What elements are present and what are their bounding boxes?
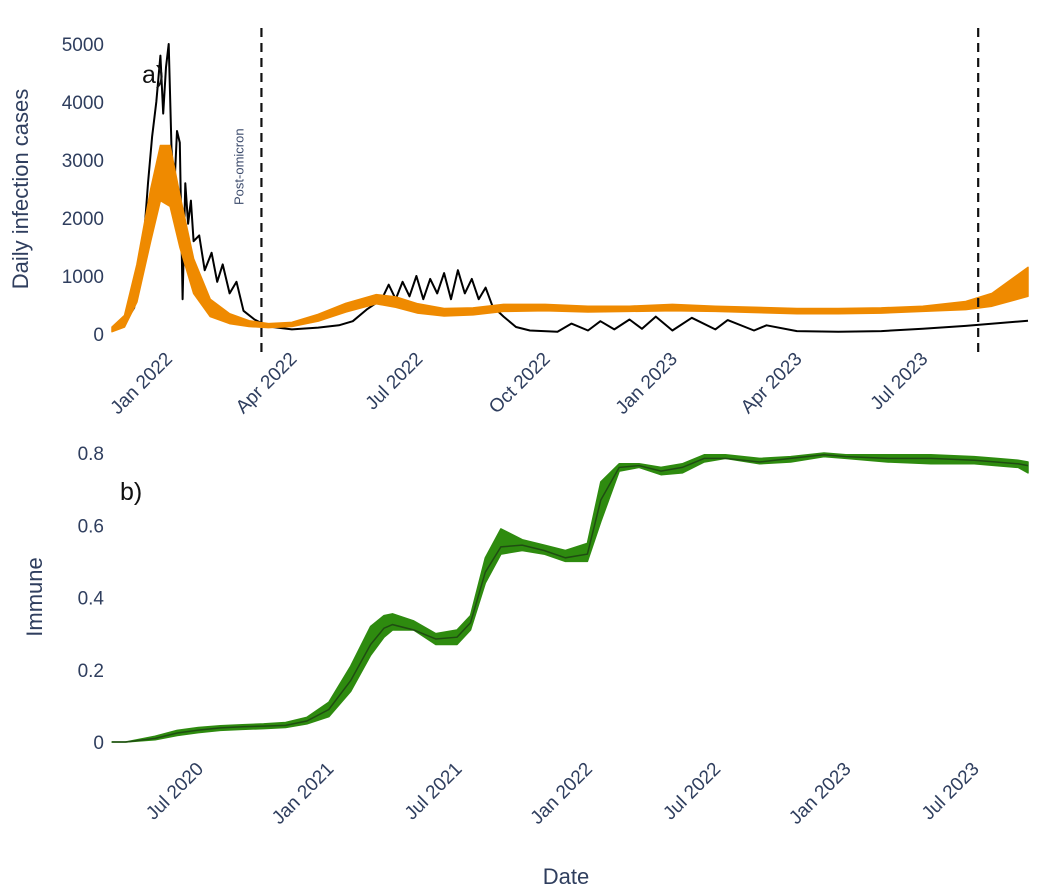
x-tick-label: Jul 2020 — [142, 759, 208, 825]
immune-uncertainty-band — [111, 452, 1029, 743]
y-tick-label: 4000 — [62, 93, 104, 114]
x-tick-label: Jul 2021 — [401, 759, 467, 825]
x-tick-label: Jan 2022 — [107, 349, 177, 419]
panel-label: b) — [120, 478, 142, 506]
x-tick-label: Jan 2023 — [785, 759, 855, 829]
y-tick-label: 3000 — [62, 151, 104, 172]
panel-b-immune-fraction: 0 0.2 0.4 0.6 0.8 Jul 2020 Jan 2021 Jul 2021 Jan… — [22, 444, 1029, 889]
panel-label: a) — [142, 61, 164, 89]
x-axis-title: Date — [543, 864, 589, 889]
x-tick-label: Jan 2023 — [612, 349, 682, 419]
x-tick-label: Apr 2022 — [232, 349, 301, 418]
x-tick-label: Jul 2022 — [362, 349, 428, 415]
y-tick-label: 0.2 — [78, 661, 104, 682]
x-tick-label: Jul 2023 — [918, 759, 984, 825]
x-tick-label: Jul 2022 — [659, 759, 725, 825]
panel-a-infection-cases: 0 1000 2000 3000 4000 5000 Jan 2022 Apr 2022 Jul… — [8, 28, 1029, 419]
y-axis-title: Daily infection cases — [8, 89, 33, 290]
y-axis-title: Immune — [22, 557, 47, 636]
vertical-marker-label: Post-omicron — [231, 128, 246, 205]
y-tick-label: 2000 — [62, 209, 104, 230]
x-tick-label: Oct 2022 — [485, 349, 554, 418]
y-tick-label: 0.4 — [78, 589, 105, 610]
y-tick-label: 1000 — [62, 267, 104, 288]
immune-median-line — [112, 454, 1029, 743]
x-tick-label: Jul 2023 — [867, 349, 933, 415]
y-tick-label: 5000 — [62, 35, 104, 56]
y-tick-label: 0 — [93, 733, 104, 754]
model-fit-band — [111, 144, 1029, 333]
x-tick-label: Jan 2022 — [527, 759, 597, 829]
y-tick-label: 0.8 — [78, 444, 104, 465]
y-tick-label: 0.6 — [78, 516, 104, 537]
x-tick-label: Jan 2021 — [268, 759, 338, 829]
x-tick-label: Apr 2023 — [737, 349, 806, 418]
observed-cases-line — [111, 43, 1029, 333]
y-tick-label: 0 — [93, 325, 104, 346]
